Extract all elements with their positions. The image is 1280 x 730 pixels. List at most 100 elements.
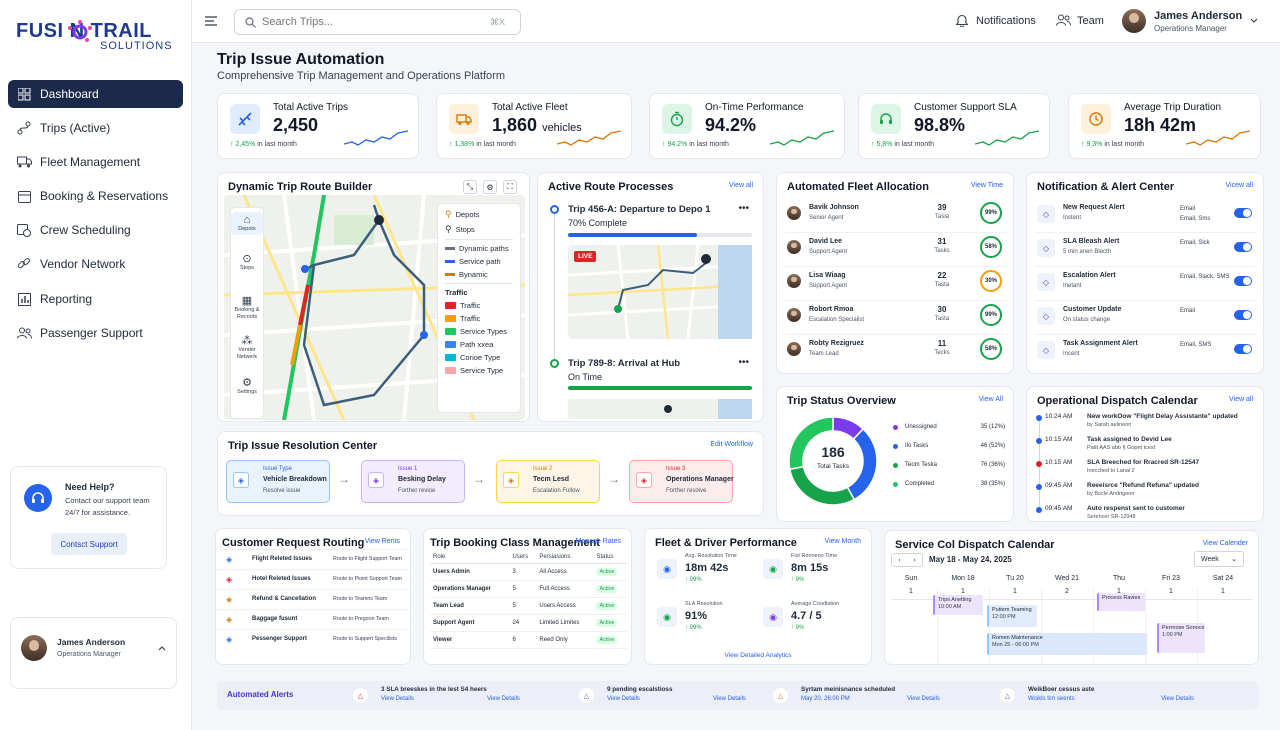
search-input[interactable] bbox=[262, 16, 482, 28]
live-route-map[interactable] bbox=[568, 245, 752, 339]
sidebar-item-dashboard[interactable]: Dashboard bbox=[8, 80, 183, 108]
dispatch-item[interactable]: 10:24 AM New workOow "Flight Delay Assist… bbox=[1027, 411, 1265, 433]
calendar-event[interactable]: Puttem Teaming 12:00 PM bbox=[987, 605, 1037, 627]
alert-toggle[interactable] bbox=[1234, 208, 1252, 218]
view-select[interactable]: Week ⌄ bbox=[1194, 551, 1244, 567]
view-analytics-link[interactable]: View Detailed Analytics bbox=[724, 652, 792, 659]
divider bbox=[785, 232, 1007, 233]
donut-slice[interactable] bbox=[788, 465, 856, 506]
contact-support-button[interactable]: Contsct Support bbox=[51, 533, 127, 555]
view-rents-link[interactable]: View Rents bbox=[364, 538, 400, 545]
next-icon[interactable]: › bbox=[913, 556, 916, 564]
team-link[interactable]: Team bbox=[1077, 15, 1104, 27]
fleet-row[interactable]: Robort Rmoa Escalation Specialist 30 Tasta 9… bbox=[777, 303, 1015, 337]
alert-toggle[interactable] bbox=[1234, 276, 1252, 286]
table-row[interactable]: Viewer 6 Reed Only Active bbox=[430, 632, 627, 649]
dispatch-item[interactable]: 09:45 AM Auto respenst sent to customer Se… bbox=[1027, 503, 1265, 525]
table-row[interactable]: Support Agent 24 Limited Limites Active bbox=[430, 615, 627, 632]
map-tool-vender[interactable]: ⁂ Vender Netwerk bbox=[231, 334, 263, 361]
notifications-link[interactable]: Notifications bbox=[976, 15, 1036, 27]
fleet-row[interactable]: David Lee Support Agent 31 Tasks 58% bbox=[777, 235, 1015, 269]
sidebar-item-booking[interactable]: Booking & Reservations bbox=[8, 182, 183, 210]
alert-sub[interactable]: Woikls tim seents bbox=[1028, 696, 1075, 702]
more-icon[interactable]: ••• bbox=[738, 203, 749, 214]
workflow-step[interactable]: ◈ Issue 3 Operations Manager Forther resoiv… bbox=[629, 460, 734, 503]
alert-sub[interactable]: May 20, 26:00 PM bbox=[801, 696, 850, 702]
alert-sub[interactable]: View Details bbox=[607, 696, 640, 702]
table-row[interactable]: Operations Manager 5 Full Access Active bbox=[430, 581, 627, 598]
view-month-link[interactable]: View Month bbox=[824, 538, 861, 545]
table-row[interactable]: Team Lead 5 Users Access Active bbox=[430, 598, 627, 615]
routing-row[interactable]: ◈ Pessenger Support Route to Suppert Speci… bbox=[216, 629, 412, 649]
view-details-link[interactable]: View Details bbox=[713, 696, 746, 702]
calendar-event[interactable]: Process Ravies bbox=[1097, 593, 1145, 611]
workflow-step[interactable]: ◈ Issue Type Vehicle Breakdown Resolve issu… bbox=[226, 460, 330, 503]
stat-card[interactable]: Customer Support SLA 98.8% ↑ 5,8% in last … bbox=[858, 93, 1050, 159]
routing-row[interactable]: ◈ Refund & Cancellation Route to Teamns Te… bbox=[216, 589, 412, 609]
stat-card[interactable]: On-Time Performance 94.2% ↑ 94.2% in last … bbox=[649, 93, 845, 159]
calendar-event[interactable]: Perrnose Sonoce 1:00 PM bbox=[1157, 623, 1205, 653]
dispatch-item[interactable]: 10:15 AM SLA Breeched for Rracred SR-1254… bbox=[1027, 457, 1265, 479]
view-all-link[interactable]: Vicew all bbox=[1225, 182, 1254, 189]
map-tool-depots[interactable]: ⌂ Depots bbox=[231, 212, 263, 235]
sidebar-item-trips[interactable]: Trips (Active) bbox=[8, 114, 183, 142]
dispatch-item[interactable]: 10:15 AM Task assigned to Devid Lee Patit … bbox=[1027, 434, 1265, 456]
stat-card[interactable]: Total Active Fleet 1,860 vehicles ↑ 1,38% … bbox=[436, 93, 632, 159]
sidebar-item-reporting[interactable]: Reporting bbox=[8, 285, 183, 313]
map-tool-settings[interactable]: ⚙ Settings bbox=[231, 376, 263, 396]
search-box[interactable]: ⌘X bbox=[234, 9, 521, 35]
edit-workflow-link[interactable]: Edit Workflow bbox=[710, 441, 753, 448]
view-all-link[interactable]: View all bbox=[729, 182, 753, 189]
fleet-row[interactable]: Lisa Wiaag Support Agent 22 Tasta 30% bbox=[777, 269, 1015, 303]
menu-icon[interactable] bbox=[205, 16, 217, 26]
view-details-link[interactable]: View Details bbox=[487, 696, 520, 702]
alert-toggle[interactable] bbox=[1234, 344, 1252, 354]
view-all-link[interactable]: View All bbox=[978, 396, 1003, 403]
more-icon[interactable]: ••• bbox=[738, 357, 749, 368]
calendar-event[interactable]: Romen Maintenance Mon 25 - 06:00 PM bbox=[987, 633, 1147, 655]
week-nav[interactable]: ‹ › bbox=[891, 553, 923, 567]
expand-icon[interactable]: ⤡ bbox=[463, 180, 477, 194]
fleet-row[interactable]: Bavik Johnson Senior Agent 39 Tasla 99% bbox=[777, 201, 1015, 235]
sidebar-item-crew[interactable]: Crew Scheduling bbox=[8, 216, 183, 244]
manage-rates-link[interactable]: Manage Rates bbox=[575, 538, 621, 545]
view-time-link[interactable]: View Time bbox=[970, 182, 1003, 189]
prev-icon[interactable]: ‹ bbox=[898, 556, 901, 564]
process-name[interactable]: Trip 456-A: Departure to Depo 1 bbox=[568, 204, 711, 215]
dispatch-item[interactable]: 09:45 AM Reeeisrce "Refund Refuna" update… bbox=[1027, 480, 1265, 502]
alert-toggle[interactable] bbox=[1234, 242, 1252, 252]
fullscreen-icon[interactable]: ⛶ bbox=[503, 180, 517, 194]
routing-row[interactable]: ◈ Hotel Releted Issues Route to Pioint Sup… bbox=[216, 569, 412, 589]
fleet-row[interactable]: Robty Rezigruez Team Lead 11 Tecks 58% bbox=[777, 337, 1015, 371]
routing-row[interactable]: ◈ Baggage fusunt Route to Pregoon Team bbox=[216, 609, 412, 629]
gear-icon[interactable]: ⚙ bbox=[483, 180, 497, 194]
sidebar-item-fleet[interactable]: Fleet Management bbox=[8, 148, 183, 176]
stat-card[interactable]: Average Trip Duration 18h 42m ↑ 9.3% in la… bbox=[1068, 93, 1261, 159]
sidebar-item-vendor[interactable]: Vendor Network bbox=[8, 250, 183, 278]
header-avatar[interactable] bbox=[1122, 9, 1146, 33]
sidebar-item-passenger-support[interactable]: Passenger Support bbox=[8, 319, 183, 347]
calendar-event[interactable]: Trips Anetting 10:00 AM bbox=[933, 595, 983, 615]
alert-sub[interactable]: View Details bbox=[381, 696, 414, 702]
view-details-link[interactable]: View Details bbox=[1161, 696, 1194, 702]
chevron-up-icon[interactable] bbox=[158, 645, 166, 651]
sidebar-user-card[interactable]: James Anderson Operations Manager bbox=[10, 617, 177, 689]
view-all-link[interactable]: View all bbox=[1229, 396, 1253, 403]
brand-logo[interactable]: FUSI N TRAIL SOLUTIONS bbox=[16, 20, 176, 52]
arrival-map[interactable] bbox=[568, 399, 752, 419]
workflow-step[interactable]: ◈ Issue 1 Besking Delay Forther revioe bbox=[361, 460, 465, 503]
workflow-step[interactable]: ◈ Issue 2 Tecm Lesd Escalation Fullow bbox=[496, 460, 600, 503]
stat-card[interactable]: Total Active Trips 2,450 ↑ 2,45% in last m… bbox=[217, 93, 419, 159]
donut-slice[interactable] bbox=[788, 416, 834, 471]
team-icon[interactable] bbox=[1056, 14, 1071, 26]
view-calendar-link[interactable]: View Calender bbox=[1202, 540, 1248, 547]
chevron-down-icon[interactable] bbox=[1250, 18, 1258, 24]
bell-icon[interactable] bbox=[956, 14, 968, 27]
map-tool-stops[interactable]: ⊙ Stops bbox=[231, 252, 263, 272]
table-row[interactable]: Users Admin 3 All Access Active bbox=[430, 564, 627, 581]
map-tool-booking[interactable]: ▦ Booking & Recnots bbox=[231, 294, 263, 321]
routing-row[interactable]: ◈ Flight Releted Issues Route to Flight Su… bbox=[216, 549, 412, 569]
process-name[interactable]: Trip 789-8: Arrival at Hub bbox=[568, 358, 681, 369]
alert-toggle[interactable] bbox=[1234, 310, 1252, 320]
view-details-link[interactable]: View Details bbox=[907, 696, 940, 702]
